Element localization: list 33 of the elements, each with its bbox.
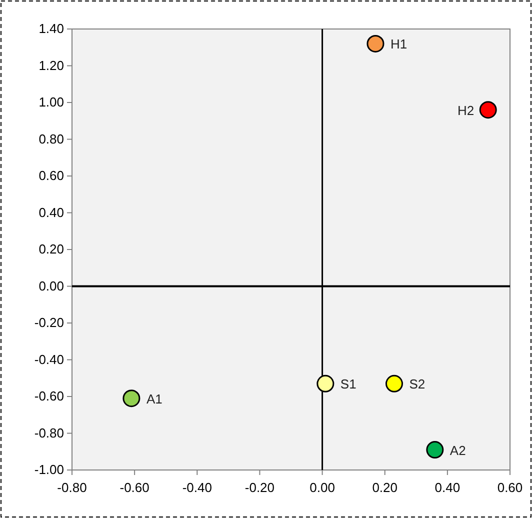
x-tick-label: 0.00 <box>310 480 335 495</box>
y-tick-label: 0.00 <box>38 278 64 294</box>
y-tick-label: -1.00 <box>34 462 64 477</box>
point <box>122 390 140 408</box>
series-label: H2 <box>457 102 474 118</box>
y-tick-label: 0.40 <box>38 204 64 220</box>
series-label: S1 <box>340 376 356 392</box>
y-tick-label: 0.80 <box>38 131 64 146</box>
y-tick-label: -0.20 <box>34 315 64 330</box>
series-label: H1 <box>390 36 408 52</box>
x-tick-label: -0.80 <box>57 480 87 495</box>
x-tick-label: 0.20 <box>372 480 398 495</box>
point <box>385 374 403 392</box>
y-tick-label: 0.20 <box>38 242 64 256</box>
x-tick-label: -0.20 <box>244 480 275 495</box>
point <box>316 374 334 392</box>
y-tick-label: -0.80 <box>34 425 64 440</box>
y-tick-label: 1.40 <box>38 21 64 36</box>
x-tick-label: -0.40 <box>182 480 212 495</box>
y-tick-label: 1.20 <box>38 58 64 73</box>
x-tick-label: 0.40 <box>434 480 460 495</box>
series-label: A2 <box>450 442 466 458</box>
point <box>479 101 497 119</box>
x-tick-label: -0.60 <box>120 480 150 495</box>
x-tick-label: 0.60 <box>497 480 523 495</box>
series-label: S2 <box>409 376 426 392</box>
y-tick-label: 0.60 <box>38 168 64 183</box>
y-tick-label: -0.40 <box>34 352 64 367</box>
y-tick-label: 1.00 <box>38 94 64 110</box>
series-label: A1 <box>146 391 162 406</box>
point <box>366 34 384 52</box>
point <box>426 441 444 459</box>
y-tick-label: -0.60 <box>34 388 64 404</box>
